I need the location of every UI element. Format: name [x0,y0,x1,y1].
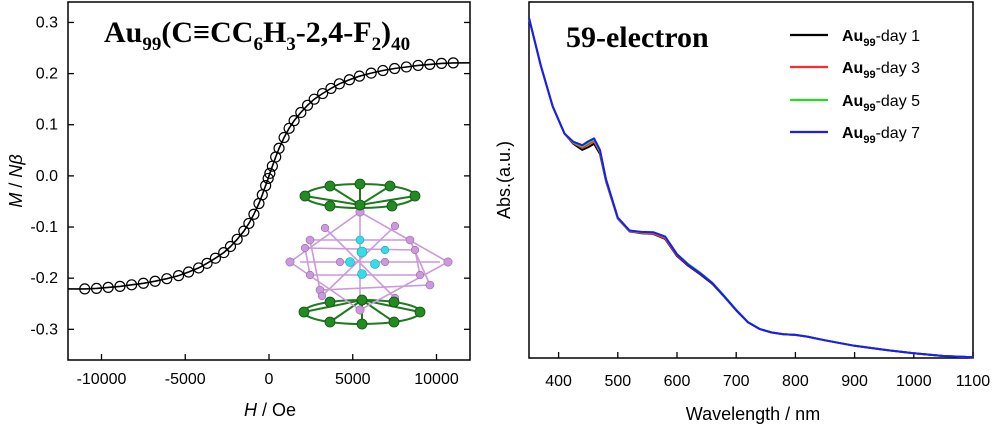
left-x-tick-label: -5000 [165,371,206,388]
data-point [126,279,138,291]
magnetization-panel: -10000 -5000 0 5000 10000 -0.3 -0.2 -0.1 0.0 0.1… [6,1,471,420]
left-x-tick-label: -10000 [77,371,127,388]
right-x-tick-label: 800 [782,373,809,390]
data-point [238,225,250,237]
magnetization-fit-line [67,62,471,290]
data-point [172,270,185,282]
left-y-tick-label: 0.3 [36,14,58,31]
magnetization-data-points [79,57,459,295]
right-chart-title: 59-electron [566,21,709,54]
data-point [278,131,290,144]
data-point [243,217,255,230]
right-y-axis-label: Abs.(a.u.) [494,141,514,219]
left-y-tick-label: -0.1 [30,219,58,236]
data-point [447,57,459,69]
right-x-ticks: 400 500 600 700 800 900 1000 1100 [545,352,990,390]
data-point [161,273,173,285]
data-point [317,87,329,100]
legend-entry-day1: Au99-day 1 [790,28,920,49]
right-x-tick-label: 1100 [956,373,991,390]
left-x-tick-label: 5000 [335,371,371,388]
left-y-tick-label: 0.0 [36,168,58,185]
left-x-ticks: -10000 -5000 0 5000 10000 [77,354,459,388]
data-point [149,275,161,287]
legend: Au99-day 1 Au99-day 3 Au99-day 5 Au99-da… [790,28,920,146]
data-point [365,67,377,79]
data-point [412,59,424,72]
svg-text:Au99-day 3: Au99-day 3 [842,60,920,81]
data-point [209,252,221,264]
data-point [218,247,230,259]
data-point [183,266,195,278]
left-y-tick-label: -0.2 [30,270,58,287]
data-point [288,115,300,127]
legend-entry-day5: Au99-day 5 [790,93,920,114]
data-point [400,61,412,73]
data-point [333,78,345,90]
data-point [90,282,103,294]
legend-entry-day7: Au99-day 7 [790,125,920,146]
svg-text:Au99-day 1: Au99-day 1 [842,28,920,49]
data-point [201,257,213,269]
data-point [353,70,366,82]
data-point [231,233,243,245]
data-point [377,64,389,77]
left-y-axis-label: M / Nβ [6,154,26,207]
data-point [325,82,337,95]
right-x-tick-label: 1000 [896,373,932,390]
data-point [79,283,91,295]
left-x-tick-label: 10000 [414,371,459,388]
right-x-axis-label: Wavelength / nm [686,404,820,424]
cluster-structure-inset [285,178,453,330]
left-y-tick-label: -0.3 [30,321,58,338]
svg-text:Au99-day 7: Au99-day 7 [842,125,920,146]
data-point [343,74,355,86]
data-point [193,262,205,274]
data-point [264,167,276,179]
right-x-tick-label: 900 [841,373,868,390]
data-point [102,281,114,293]
data-point [435,57,448,69]
left-x-tick-label: 0 [265,371,274,388]
left-plot-frame [67,1,471,361]
series-line-4 [528,17,974,359]
data-point [260,180,272,192]
data-point [137,277,149,289]
right-plot-frame [528,1,974,359]
data-point [424,58,436,70]
data-point [273,142,285,154]
data-point [301,99,314,111]
left-x-axis-label: H / Oe [244,400,296,420]
right-x-tick-label: 500 [604,373,631,390]
absorption-series-lines [528,17,974,359]
data-point [308,93,320,105]
data-point [389,62,401,75]
data-point [283,122,295,134]
left-y-tick-label: 0.1 [36,117,58,134]
right-x-tick-label: 400 [545,373,572,390]
data-point [295,106,307,119]
left-y-tick-label: 0.2 [36,66,58,83]
data-point [224,240,237,253]
data-point [114,280,126,292]
data-point [262,172,274,185]
data-point [248,208,260,220]
svg-text:Au99-day 5: Au99-day 5 [842,93,920,114]
left-y-ticks: -0.3 -0.2 -0.1 0.0 0.1 0.2 0.3 [30,14,470,338]
absorption-panel: 400 500 600 700 800 900 1000 1100 59-electron A… [494,1,990,424]
left-chart-title: Au99(C≡CC6H3-2,4-F2)40 [104,16,410,55]
right-x-tick-label: 600 [664,373,691,390]
legend-entry-day3: Au99-day 3 [790,60,920,81]
right-x-tick-label: 700 [723,373,750,390]
